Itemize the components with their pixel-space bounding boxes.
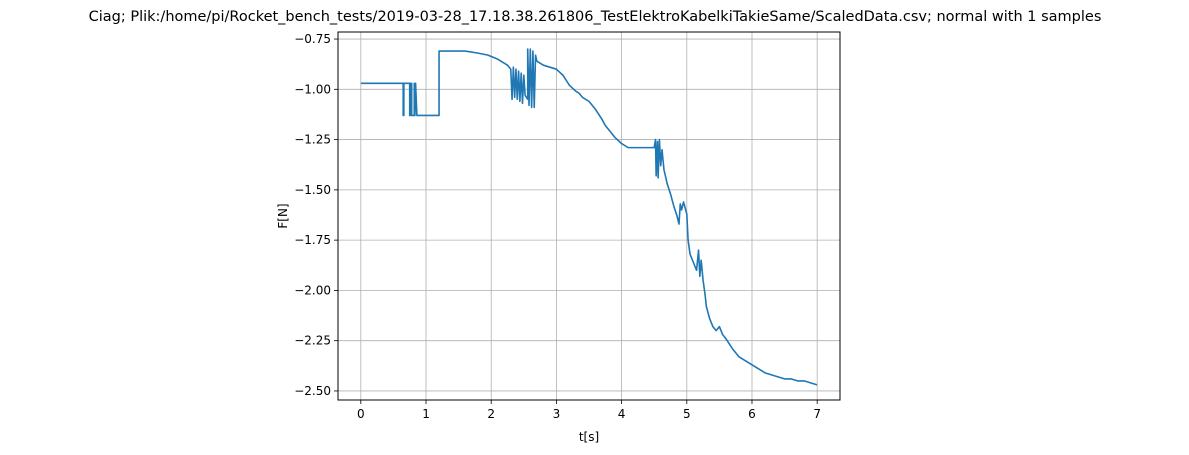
y-tick-label: −1.00 bbox=[294, 82, 331, 96]
series-group bbox=[360, 48, 818, 386]
x-axis-ticks: 0 1 2 3 4 5 6 7 bbox=[357, 400, 821, 421]
x-tick-label: 3 bbox=[553, 407, 561, 421]
x-tick-label: 5 bbox=[683, 407, 691, 421]
y-tick-label: −1.75 bbox=[294, 233, 331, 247]
y-tick-label: −2.00 bbox=[294, 283, 331, 297]
x-tick-label: 2 bbox=[487, 407, 495, 421]
y-axis-ticks: −0.75 −1.00 −1.25 −1.50 −1.75 −2.00 −2.25 −2.50 bbox=[294, 32, 338, 398]
plot-area bbox=[338, 32, 840, 400]
y-axis-label: F[N] bbox=[276, 203, 290, 228]
x-tick-label: 1 bbox=[422, 407, 430, 421]
plot-frame bbox=[337, 31, 841, 401]
y-tick-label: −1.25 bbox=[294, 133, 331, 147]
x-tick-label: 4 bbox=[618, 407, 626, 421]
x-tick-label: 0 bbox=[357, 407, 365, 421]
y-tick-label: −1.50 bbox=[294, 183, 331, 197]
x-tick-label: 6 bbox=[748, 407, 756, 421]
y-tick-label: −2.50 bbox=[294, 384, 331, 398]
chart-title: Ciag; Plik:/home/pi/Rocket_bench_tests/2… bbox=[89, 9, 1102, 25]
grid-lines bbox=[338, 32, 840, 400]
y-tick-label: −2.25 bbox=[294, 334, 331, 348]
x-axis-label: t[s] bbox=[579, 430, 599, 444]
y-tick-label: −0.75 bbox=[294, 32, 331, 46]
x-tick-label: 7 bbox=[813, 407, 821, 421]
series-line bbox=[360, 48, 818, 386]
